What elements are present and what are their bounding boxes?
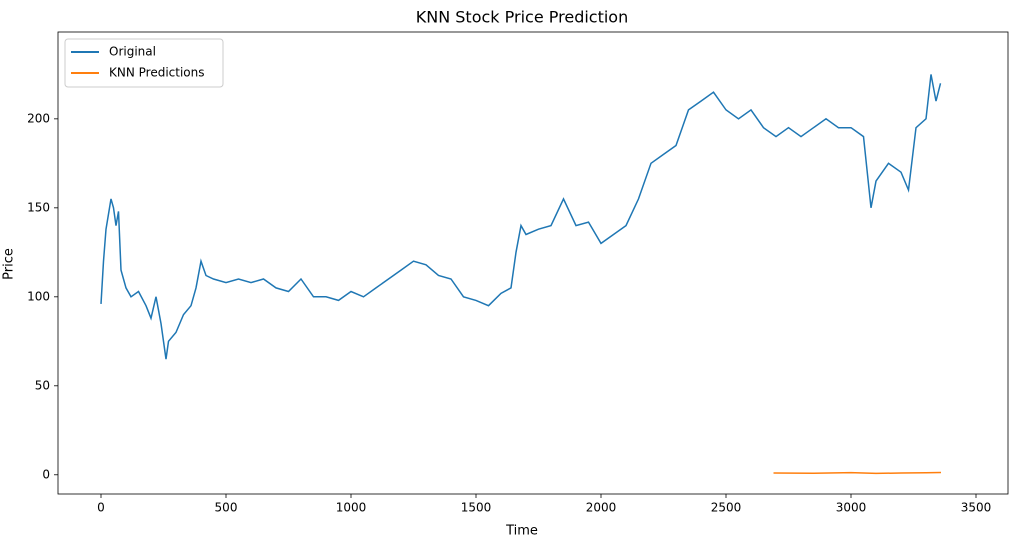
- data-line: [100, 74, 942, 360]
- y-tick-label: 200: [27, 111, 50, 125]
- x-tick-label: 500: [215, 501, 238, 515]
- y-tick-label: 150: [27, 200, 50, 214]
- y-tick-label: 100: [27, 289, 50, 303]
- y-tick-label: 50: [35, 378, 50, 392]
- legend-box: [64, 38, 224, 88]
- x-tick-label: 0: [97, 501, 105, 515]
- legend-label: KNN Predictions: [109, 66, 205, 80]
- x-tick-label: 1500: [461, 501, 492, 515]
- x-tick-label: 3500: [961, 501, 992, 515]
- y-axis-label: Price: [2, 248, 17, 280]
- x-tick-label: 2500: [711, 501, 742, 515]
- chart-title: KNN Stock Price Prediction: [416, 8, 628, 27]
- x-axis-label: Time: [505, 524, 538, 539]
- plot-frame: [57, 31, 1009, 495]
- data-line: [773, 471, 942, 475]
- x-tick-label: 1000: [336, 501, 367, 515]
- x-tick-label: 2000: [586, 501, 617, 515]
- y-tick-label: 0: [42, 467, 50, 481]
- x-tick-label: 3000: [836, 501, 867, 515]
- legend-label: Original: [109, 45, 156, 59]
